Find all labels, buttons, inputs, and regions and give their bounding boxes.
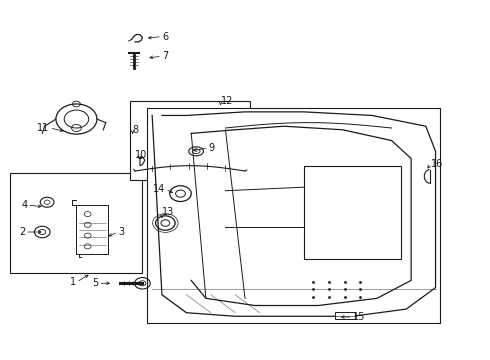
Bar: [147, 108, 441, 323]
Polygon shape: [191, 126, 411, 306]
Text: 16: 16: [431, 159, 443, 169]
Text: 15: 15: [352, 312, 365, 322]
Bar: [76, 205, 108, 253]
Text: 10: 10: [135, 150, 147, 160]
Text: 13: 13: [162, 207, 174, 217]
Text: 2: 2: [19, 227, 25, 237]
Bar: [304, 166, 401, 259]
Text: 1: 1: [70, 277, 76, 287]
Polygon shape: [152, 112, 436, 316]
Text: 8: 8: [133, 125, 139, 135]
Text: 9: 9: [208, 143, 215, 153]
Bar: [335, 312, 355, 319]
Bar: [10, 173, 143, 273]
Text: 5: 5: [92, 278, 98, 288]
Text: 4: 4: [22, 200, 27, 210]
Text: 11: 11: [37, 123, 49, 133]
Text: 6: 6: [162, 32, 168, 41]
Text: 3: 3: [118, 227, 124, 237]
Text: 7: 7: [162, 51, 168, 61]
Text: 12: 12: [220, 96, 233, 106]
Text: 14: 14: [153, 184, 165, 194]
Bar: [130, 101, 250, 180]
